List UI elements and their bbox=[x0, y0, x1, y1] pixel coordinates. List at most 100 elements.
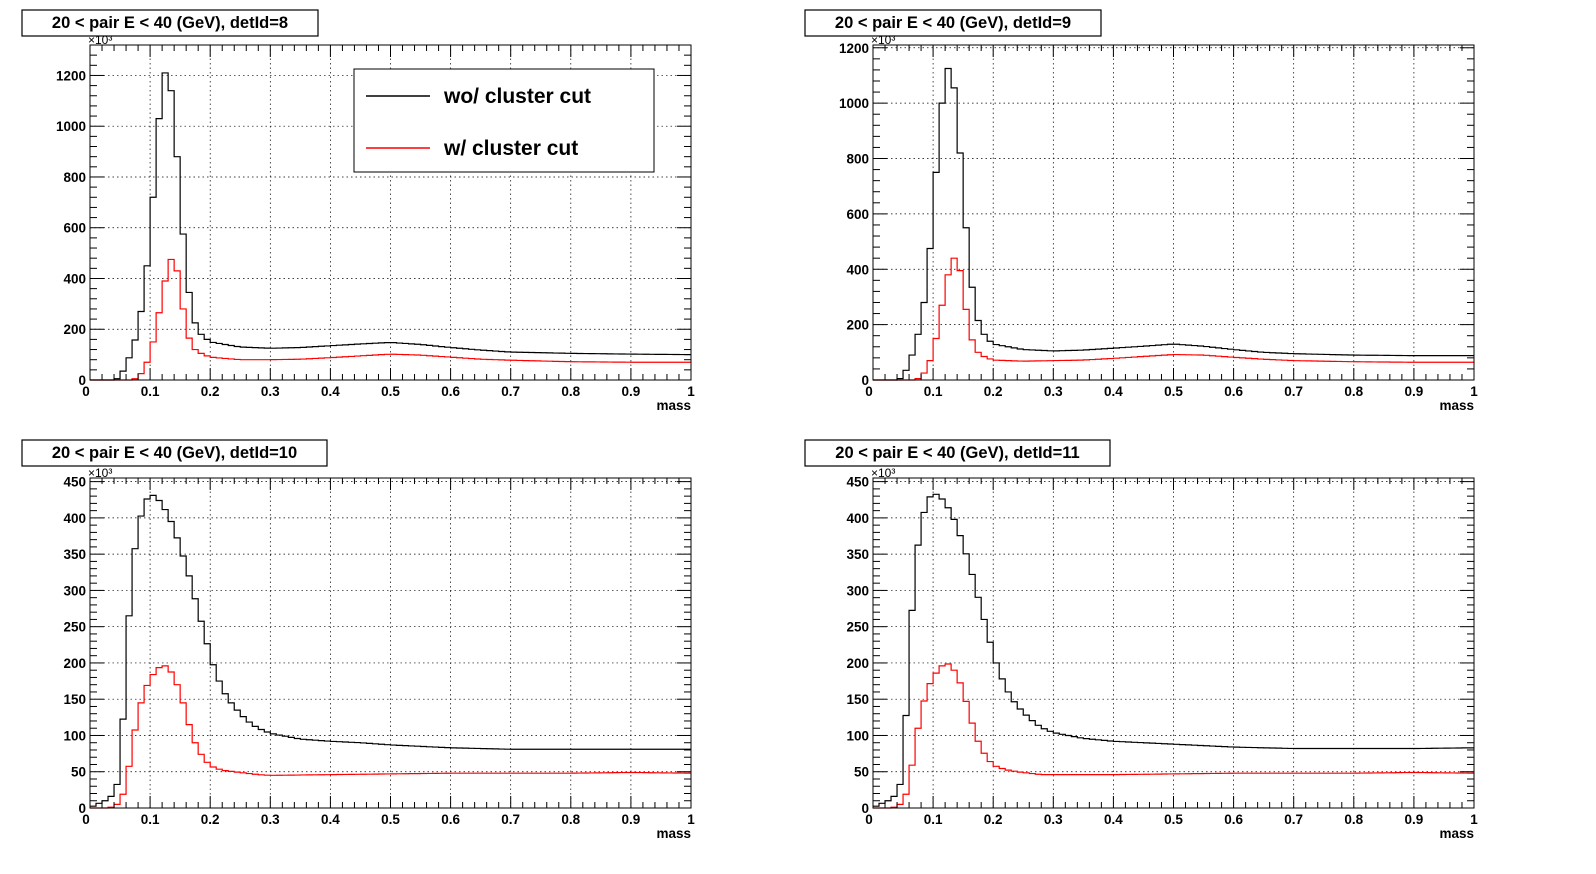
x-tick-label: 0.4 bbox=[321, 812, 340, 827]
grid bbox=[90, 478, 691, 808]
x-tick-label: 0.7 bbox=[1284, 384, 1303, 399]
chart-title: 20 < pair E < 40 (GeV), detId=11 bbox=[835, 444, 1079, 462]
x-tick-label: 1 bbox=[687, 812, 695, 827]
x-tick-label: 0.8 bbox=[1344, 812, 1363, 827]
x-tick-label: 0.1 bbox=[141, 812, 160, 827]
y-tick-label: 600 bbox=[846, 207, 869, 222]
y-tick-label: 200 bbox=[846, 318, 869, 333]
legend-label: wo/ cluster cut bbox=[443, 85, 591, 108]
y-tick-label: 1200 bbox=[839, 41, 869, 56]
histogram-panel-4: 20 < pair E < 40 (GeV), detId=11 0 0.1 0.2 0… bbox=[804, 439, 1478, 841]
y-tick-label: 1200 bbox=[56, 68, 86, 83]
series-w-cluster-cut-line bbox=[873, 257, 1474, 381]
x-tick-label: 0 bbox=[82, 812, 90, 827]
x-tick-label: 0.8 bbox=[561, 812, 580, 827]
x-tick-label: 0 bbox=[82, 384, 90, 399]
x-tick-label: 0.5 bbox=[1164, 384, 1183, 399]
y-exponent-label: ×10³ bbox=[871, 466, 895, 480]
y-tick-label: 0 bbox=[861, 373, 869, 388]
x-tick-label: 0.5 bbox=[1164, 812, 1183, 827]
y-tick-label: 400 bbox=[846, 262, 869, 277]
y-tick-label: 250 bbox=[63, 620, 86, 635]
x-axis-label: mass bbox=[1439, 398, 1474, 413]
x-tick-label: 0.2 bbox=[201, 812, 220, 827]
title-box bbox=[804, 439, 1111, 467]
x-tick-label: 1 bbox=[1470, 384, 1478, 399]
y-tick-label: 50 bbox=[71, 765, 86, 780]
x-tick-label: 0.6 bbox=[441, 812, 460, 827]
title-box bbox=[21, 439, 328, 467]
x-tick-label: 0.2 bbox=[201, 384, 220, 399]
x-tick-label: 0.7 bbox=[501, 384, 520, 399]
x-tick-label: 0.6 bbox=[1224, 812, 1243, 827]
x-tick-label: 0.5 bbox=[381, 384, 400, 399]
x-tick-label: 0.1 bbox=[924, 384, 943, 399]
y-tick-label: 250 bbox=[846, 620, 869, 635]
histogram-panel-2: 20 < pair E < 40 (GeV), detId=9 0 0.1 0.2 0.… bbox=[804, 9, 1478, 413]
x-axis-label: mass bbox=[656, 826, 691, 841]
x-tick-label: 0.3 bbox=[261, 812, 280, 827]
chart-title: 20 < pair E < 40 (GeV), detId=10 bbox=[52, 444, 297, 462]
x-tick-label: 0.9 bbox=[622, 384, 641, 399]
x-tick-label: 0.4 bbox=[1104, 812, 1123, 827]
title-box bbox=[21, 9, 319, 37]
histogram-panel-3: 20 < pair E < 40 (GeV), detId=100 0.1 0.2 0… bbox=[21, 439, 695, 841]
x-tick-label: 0.2 bbox=[984, 384, 1003, 399]
y-tick-label: 200 bbox=[63, 656, 86, 671]
y-tick-label: 300 bbox=[63, 583, 86, 598]
y-tick-label: 400 bbox=[63, 271, 86, 286]
series-w-cluster-cut-line bbox=[873, 663, 1474, 809]
series-wo-cluster-cut-line bbox=[90, 72, 691, 381]
x-tick-label: 0.3 bbox=[261, 384, 280, 399]
title-box bbox=[804, 9, 1102, 37]
x-tick-label: 0.9 bbox=[622, 812, 641, 827]
grid bbox=[873, 45, 1474, 380]
chart-title: 20 < pair E < 40 (GeV), detId=9 bbox=[835, 14, 1071, 32]
x-tick-label: 1 bbox=[1470, 812, 1478, 827]
x-tick-label: 0.9 bbox=[1405, 812, 1424, 827]
x-tick-label: 0 bbox=[865, 812, 873, 827]
y-tick-label: 350 bbox=[63, 547, 86, 562]
x-tick-label: 0.8 bbox=[561, 384, 580, 399]
x-tick-label: 0.9 bbox=[1405, 384, 1424, 399]
x-tick-label: 0.7 bbox=[501, 812, 520, 827]
x-tick-label: 0.2 bbox=[984, 812, 1003, 827]
series-w-cluster-cut-line bbox=[90, 665, 691, 809]
x-tick-label: 0 bbox=[865, 384, 873, 399]
y-tick-label: 0 bbox=[78, 801, 86, 816]
y-tick-label: 200 bbox=[846, 656, 869, 671]
y-tick-label: 100 bbox=[63, 728, 86, 743]
x-tick-label: 0.1 bbox=[141, 384, 160, 399]
y-tick-label: 100 bbox=[846, 728, 869, 743]
y-axis: 0 50 100 150 200 250 300 350 400 450×10³ bbox=[63, 466, 691, 816]
grid bbox=[873, 478, 1474, 808]
x-tick-label: 0.8 bbox=[1344, 384, 1363, 399]
series-wo-cluster-cut-line bbox=[873, 67, 1474, 381]
x-tick-label: 0.6 bbox=[1224, 384, 1243, 399]
y-axis: 0 200 400 600 800 1000 1200×10³ bbox=[839, 33, 1474, 388]
y-exponent-label: ×10³ bbox=[88, 33, 112, 47]
y-tick-label: 350 bbox=[846, 547, 869, 562]
y-exponent-label: ×10³ bbox=[871, 33, 895, 47]
y-tick-label: 150 bbox=[846, 692, 869, 707]
x-tick-label: 0.1 bbox=[924, 812, 943, 827]
y-tick-label: 800 bbox=[63, 170, 86, 185]
x-tick-label: 1 bbox=[687, 384, 695, 399]
y-tick-label: 50 bbox=[854, 765, 869, 780]
x-tick-label: 0.5 bbox=[381, 812, 400, 827]
y-tick-label: 1000 bbox=[56, 119, 86, 134]
chart-title: 20 < pair E < 40 (GeV), detId=8 bbox=[52, 14, 288, 32]
y-tick-label: 450 bbox=[63, 475, 86, 490]
histogram-panel-1: 20 < pair E < 40 (GeV), detId=8 0 0.1 0.2 0.… bbox=[21, 9, 695, 413]
y-tick-label: 400 bbox=[63, 511, 86, 526]
y-tick-label: 1000 bbox=[839, 96, 869, 111]
y-exponent-label: ×10³ bbox=[88, 466, 112, 480]
x-axis-label: mass bbox=[656, 398, 691, 413]
y-tick-label: 300 bbox=[846, 583, 869, 598]
x-tick-label: 0.6 bbox=[441, 384, 460, 399]
y-tick-label: 200 bbox=[63, 322, 86, 337]
series-wo-cluster-cut-line bbox=[90, 494, 691, 807]
